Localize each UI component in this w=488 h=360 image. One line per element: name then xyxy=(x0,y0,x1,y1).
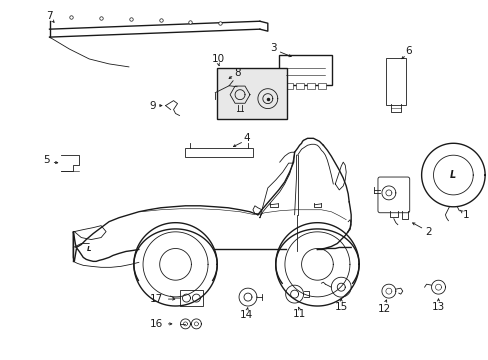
Text: 1: 1 xyxy=(462,210,468,220)
Text: 12: 12 xyxy=(378,304,391,314)
FancyBboxPatch shape xyxy=(317,83,325,89)
FancyBboxPatch shape xyxy=(217,68,286,120)
Text: 8: 8 xyxy=(234,68,241,78)
Text: 4: 4 xyxy=(243,133,250,143)
Text: 10: 10 xyxy=(211,54,224,64)
Text: 2: 2 xyxy=(425,226,431,237)
FancyBboxPatch shape xyxy=(377,177,409,213)
Text: 14: 14 xyxy=(239,310,252,320)
Text: 9: 9 xyxy=(149,100,156,111)
Text: 6: 6 xyxy=(405,46,411,56)
FancyBboxPatch shape xyxy=(278,55,332,85)
Text: L: L xyxy=(87,247,91,252)
FancyBboxPatch shape xyxy=(296,83,304,89)
FancyBboxPatch shape xyxy=(306,83,314,89)
Text: 11: 11 xyxy=(292,309,305,319)
Text: 15: 15 xyxy=(334,302,347,312)
Text: 7: 7 xyxy=(46,11,53,21)
Text: 3: 3 xyxy=(270,43,277,53)
FancyBboxPatch shape xyxy=(179,290,203,306)
Text: 5: 5 xyxy=(43,155,50,165)
Text: 16: 16 xyxy=(149,319,163,329)
Text: L: L xyxy=(449,170,456,180)
FancyBboxPatch shape xyxy=(184,148,253,157)
FancyBboxPatch shape xyxy=(285,83,292,89)
FancyBboxPatch shape xyxy=(385,58,405,105)
Text: 17: 17 xyxy=(149,294,163,304)
Text: 13: 13 xyxy=(431,302,444,312)
